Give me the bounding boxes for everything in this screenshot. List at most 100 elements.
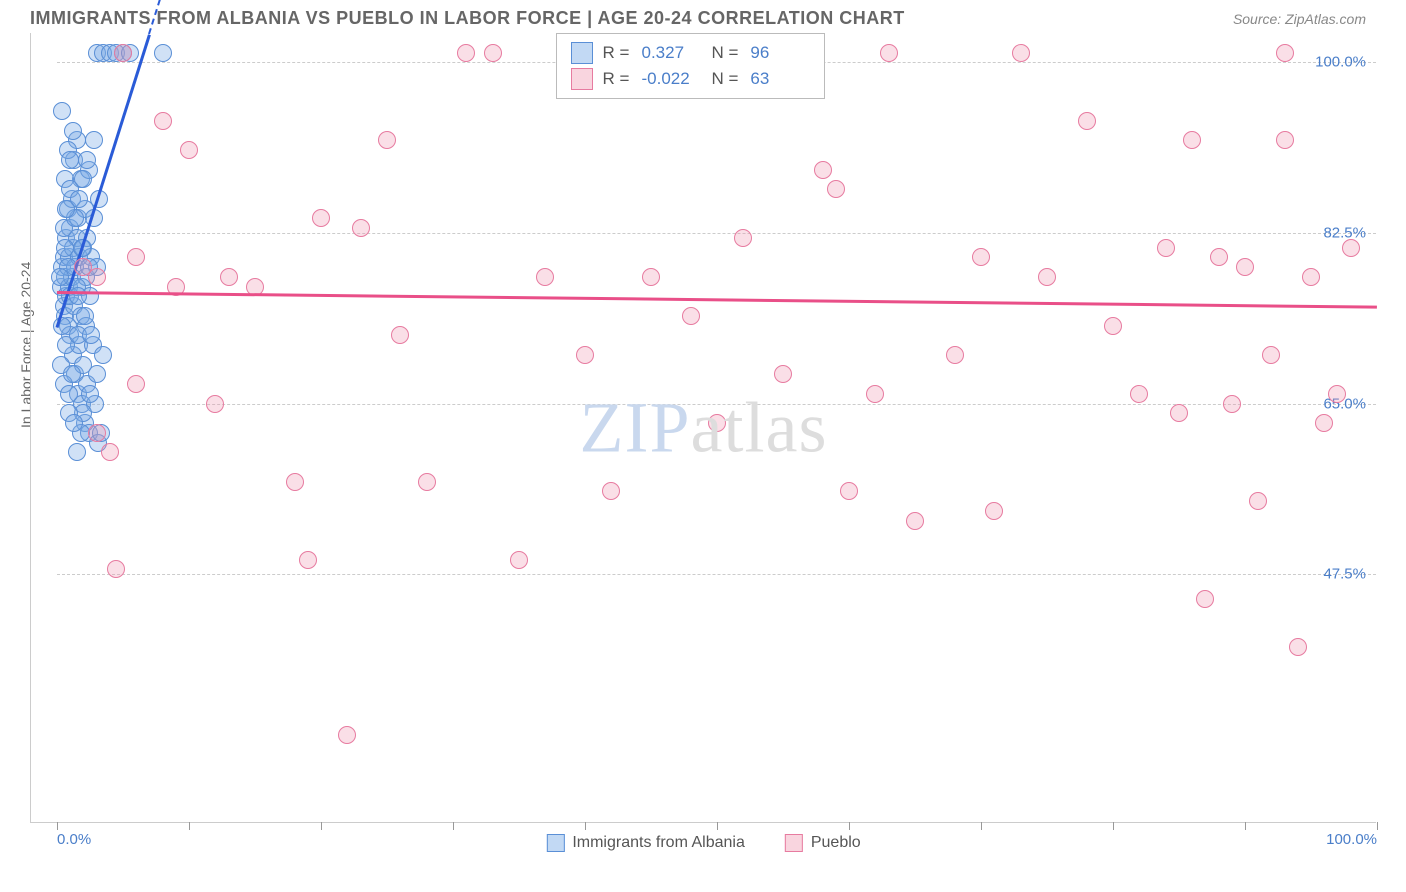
gridline [57, 233, 1376, 234]
data-point [51, 268, 69, 286]
chart-container: In Labor Force | Age 20-24 100.0%82.5%65… [30, 33, 1376, 823]
x-tick [453, 822, 454, 830]
data-point [510, 551, 528, 569]
r-label: R = [603, 43, 630, 63]
data-point [63, 365, 81, 383]
data-point [1342, 239, 1360, 257]
data-point [81, 385, 99, 403]
data-point [127, 248, 145, 266]
data-point [53, 102, 71, 120]
data-point [88, 365, 106, 383]
data-point [1196, 590, 1214, 608]
data-point [127, 375, 145, 393]
series-legend-item: Pueblo [785, 834, 861, 852]
data-point [1315, 414, 1333, 432]
data-point [1104, 317, 1122, 335]
series-legend-label: Pueblo [811, 834, 861, 852]
x-tick [717, 822, 718, 830]
r-value: 0.327 [641, 43, 701, 63]
legend-swatch [546, 834, 564, 852]
header: IMMIGRANTS FROM ALBANIA VS PUEBLO IN LAB… [0, 0, 1406, 33]
data-point [94, 346, 112, 364]
data-point [536, 268, 554, 286]
data-point [378, 131, 396, 149]
stats-legend-row: R = 0.327 N = 96 [571, 40, 811, 66]
data-point [1078, 112, 1096, 130]
gridline [57, 574, 1376, 575]
legend-swatch [571, 42, 593, 64]
data-point [576, 346, 594, 364]
x-tick [849, 822, 850, 830]
y-tick-label: 100.0% [1315, 54, 1366, 71]
source-label: Source: ZipAtlas.com [1233, 11, 1366, 27]
legend-swatch [571, 68, 593, 90]
trend-line [57, 291, 1377, 309]
n-label: N = [711, 43, 738, 63]
data-point [1262, 346, 1280, 364]
x-tick [189, 822, 190, 830]
data-point [74, 170, 92, 188]
data-point [985, 502, 1003, 520]
n-value: 63 [750, 69, 810, 89]
data-point [312, 209, 330, 227]
data-point [56, 239, 74, 257]
chart-title: IMMIGRANTS FROM ALBANIA VS PUEBLO IN LAB… [30, 8, 905, 29]
x-tick-label: 100.0% [1326, 831, 1377, 848]
legend-swatch [785, 834, 803, 852]
y-tick-label: 47.5% [1323, 566, 1366, 583]
data-point [774, 365, 792, 383]
data-point [107, 560, 125, 578]
data-point [391, 326, 409, 344]
data-point [57, 200, 75, 218]
data-point [352, 219, 370, 237]
series-legend-label: Immigrants from Albania [572, 834, 745, 852]
plot-area: 100.0%82.5%65.0%47.5% ZIPatlas R =0.327N… [30, 33, 1376, 823]
data-point [602, 482, 620, 500]
data-point [1328, 385, 1346, 403]
data-point [866, 385, 884, 403]
data-point [418, 473, 436, 491]
data-point [708, 414, 726, 432]
data-point [457, 44, 475, 62]
x-tick [57, 822, 58, 830]
data-point [154, 112, 172, 130]
data-point [1012, 44, 1030, 62]
data-point [88, 424, 106, 442]
x-tick [1113, 822, 1114, 830]
data-point [1289, 638, 1307, 656]
data-point [1223, 395, 1241, 413]
data-point [734, 229, 752, 247]
stats-legend: R = 0.327 N = 96 R =-0.022N =63 [556, 33, 826, 99]
data-point [972, 248, 990, 266]
data-point [814, 161, 832, 179]
data-point [1236, 258, 1254, 276]
data-point [64, 122, 82, 140]
data-point [1302, 268, 1320, 286]
data-point [1276, 44, 1294, 62]
y-tick-label: 82.5% [1323, 224, 1366, 241]
data-point [484, 44, 502, 62]
data-point [827, 180, 845, 198]
data-point [299, 551, 317, 569]
x-tick [585, 822, 586, 830]
data-point [74, 258, 92, 276]
data-point [154, 44, 172, 62]
x-tick [981, 822, 982, 830]
data-point [65, 414, 83, 432]
data-point [880, 44, 898, 62]
data-point [1038, 268, 1056, 286]
data-point [206, 395, 224, 413]
data-point [286, 473, 304, 491]
n-value: 96 [750, 43, 810, 63]
data-point [1183, 131, 1201, 149]
stats-legend-row: R =-0.022N =63 [571, 66, 811, 92]
x-tick-label: 0.0% [57, 831, 91, 848]
data-point [1210, 248, 1228, 266]
data-point [682, 307, 700, 325]
data-point [1249, 492, 1267, 510]
data-point [1170, 404, 1188, 422]
x-tick [1245, 822, 1246, 830]
data-point [1157, 239, 1175, 257]
data-point [61, 151, 79, 169]
x-tick [1377, 822, 1378, 830]
